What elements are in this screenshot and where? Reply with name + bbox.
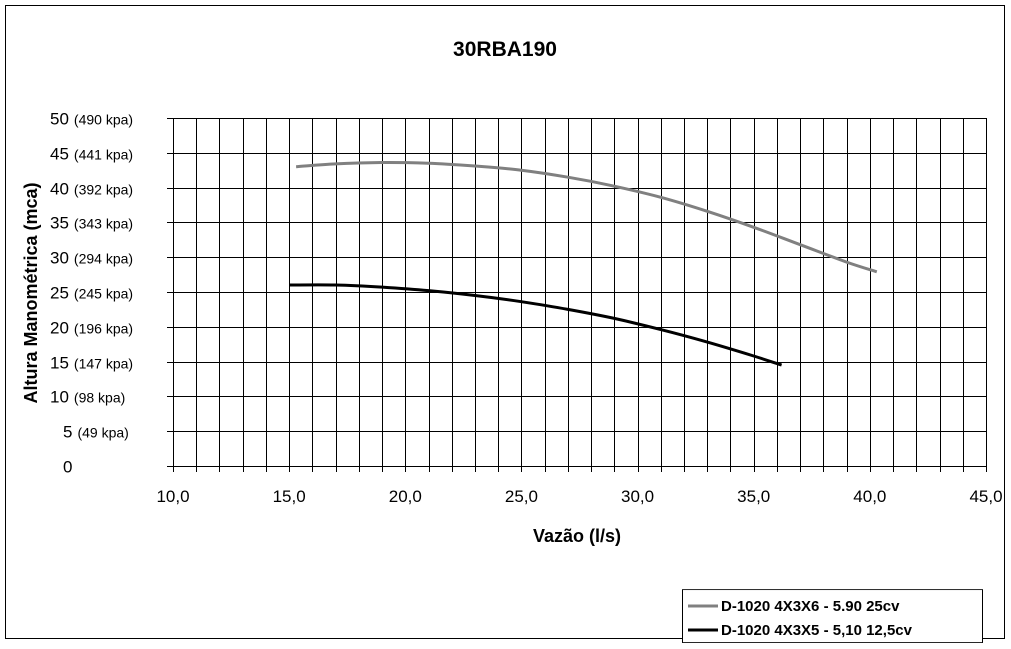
axis-layer bbox=[167, 118, 987, 472]
x-axis-label: Vazão (l/s) bbox=[533, 526, 621, 546]
y-tick-kpa-label: (441 kpa) bbox=[74, 147, 133, 163]
y-tick-label: 10 (98 kpa) bbox=[50, 388, 125, 407]
legend-label-series-1: D-1020 4X3X6 - 5.90 25cv bbox=[721, 598, 900, 615]
x-tick-label: 30,0 bbox=[621, 487, 654, 506]
y-tick-kpa-label: (392 kpa) bbox=[74, 182, 133, 198]
y-tick-kpa-label: (49 kpa) bbox=[77, 425, 128, 441]
x-tick-label: 25,0 bbox=[505, 487, 538, 506]
y-tick-label: 45 (441 kpa) bbox=[50, 145, 133, 164]
x-tick-labels: 10,0 15,0 20,0 25,0 30,0 35,0 40,0 45,0 bbox=[156, 487, 1002, 506]
y-tick-kpa-label: (196 kpa) bbox=[74, 321, 133, 337]
legend-box bbox=[682, 589, 983, 643]
x-tick-label: 15,0 bbox=[273, 487, 306, 506]
chart-border bbox=[5, 5, 1005, 639]
x-tick-label: 35,0 bbox=[737, 487, 770, 506]
series-layer bbox=[289, 160, 878, 367]
y-tick-label: 15 (147 kpa) bbox=[50, 354, 133, 373]
y-tick-label: 20 (196 kpa) bbox=[50, 319, 133, 338]
y-tick-label: 40 (392 kpa) bbox=[50, 180, 133, 199]
x-tick-label: 40,0 bbox=[853, 487, 886, 506]
legend: D-1020 4X3X6 - 5.90 25cv D-1020 4X3X5 - … bbox=[682, 589, 983, 643]
y-tick-label: 35 (343 kpa) bbox=[50, 214, 133, 233]
legend-label-series-2: D-1020 4X3X5 - 5,10 12,5cv bbox=[721, 622, 913, 639]
y-tick-label: 25 (245 kpa) bbox=[50, 284, 133, 303]
y-tick-label: 50 (490 kpa) bbox=[50, 110, 133, 129]
y-tick-label: 5 (49 kpa) bbox=[63, 423, 129, 442]
y-tick-kpa-label: (98 kpa) bbox=[74, 390, 125, 406]
y-axis-label: Altura Manométrica (mca) bbox=[21, 182, 41, 403]
x-tick-label: 20,0 bbox=[389, 487, 422, 506]
x-tick-label: 45,0 bbox=[969, 487, 1002, 506]
series-line-2 bbox=[289, 283, 783, 367]
y-tick-kpa-label: (490 kpa) bbox=[74, 112, 133, 128]
chart-title: 30RBA190 bbox=[453, 38, 557, 61]
series-line-1 bbox=[296, 160, 878, 274]
y-tick-kpa-label: (294 kpa) bbox=[74, 251, 133, 267]
y-tick-kpa-label: (343 kpa) bbox=[74, 216, 133, 232]
x-tick-label: 10,0 bbox=[156, 487, 189, 506]
y-tick-kpa-label: (147 kpa) bbox=[74, 356, 133, 372]
y-tick-label: 30 (294 kpa) bbox=[50, 249, 133, 268]
y-tick-label: 0 bbox=[63, 458, 72, 477]
y-tick-kpa-label: (245 kpa) bbox=[74, 286, 133, 302]
